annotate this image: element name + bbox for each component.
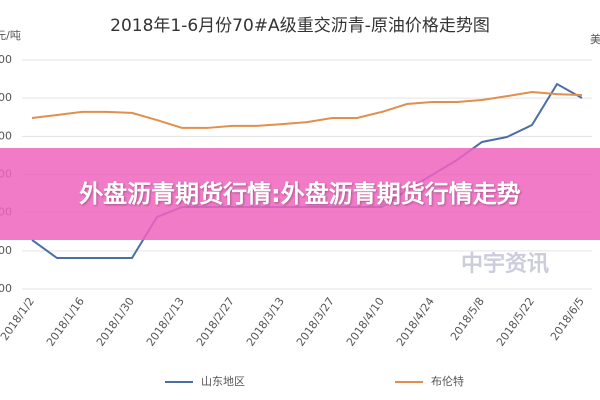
y-axis-label: 元/吨 bbox=[0, 29, 21, 42]
x-tick-label: 2018/1/16 bbox=[44, 295, 87, 349]
y-tick-label: 4000 bbox=[0, 129, 12, 142]
x-tick-label: 2018/3/13 bbox=[244, 295, 287, 349]
x-tick-label: 2018/2/27 bbox=[194, 295, 237, 349]
x-tick-label: 2018/1/2 bbox=[0, 295, 37, 343]
x-tick-label: 2018/1/30 bbox=[94, 295, 137, 349]
y-tick-label: 5000 bbox=[0, 53, 12, 66]
x-tick-label: 2018/4/24 bbox=[394, 295, 437, 349]
y2-axis-label: 美元/桶 bbox=[590, 32, 600, 46]
x-tick-label: 2018/5/22 bbox=[494, 295, 537, 349]
x-tick-label: 2018/3/27 bbox=[294, 295, 337, 349]
legend-label: 布伦特 bbox=[431, 374, 464, 388]
series-line bbox=[31, 91, 583, 129]
legend-label: 山东地区 bbox=[201, 375, 245, 388]
y-tick-label: 2000 bbox=[0, 282, 12, 295]
chart-title: 2018年1-6月份70#A级重交沥青-原油价格走势图 bbox=[110, 16, 490, 36]
x-tick-label: 2018/5/8 bbox=[448, 295, 487, 343]
watermark: 中宇资讯 bbox=[461, 252, 549, 277]
banner: 外盘沥青期货行情:外盘沥青期货行情走势 bbox=[0, 148, 600, 240]
banner-text: 外盘沥青期货行情:外盘沥青期货行情走势 bbox=[79, 180, 521, 208]
x-tick-label: 2018/4/10 bbox=[344, 295, 387, 349]
y-tick-label: 2500 bbox=[0, 244, 12, 257]
x-tick-label: 2018/6/5 bbox=[548, 295, 587, 343]
x-tick-label: 2018/2/13 bbox=[144, 295, 187, 349]
y-tick-label: 4500 bbox=[0, 91, 12, 104]
